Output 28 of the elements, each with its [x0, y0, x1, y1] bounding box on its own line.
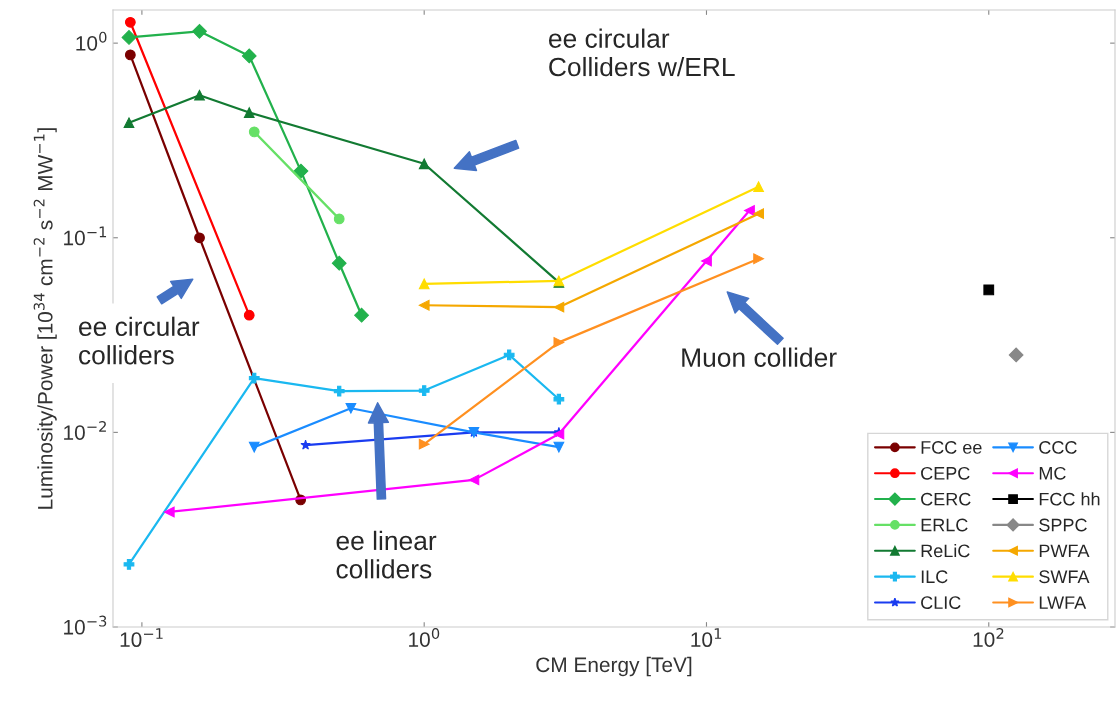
legend-label: SPPC: [1039, 518, 1087, 532]
x-tick-label: 10$^{0}$: [409, 628, 440, 647]
legend-label: FCC ee: [921, 441, 982, 454]
legend-label: CERC: [921, 492, 971, 506]
legend-label: ILC: [921, 570, 948, 584]
x-tick-label: 10$^{2}$: [973, 628, 1004, 647]
y-tick-label: 10$^{−3}$: [64, 615, 107, 635]
annotation: Muon collider: [682, 347, 837, 367]
y-tick-label: 10$^{−2}$: [64, 420, 106, 440]
legend-label: CCC: [1039, 441, 1077, 454]
legend-label: ERLC: [921, 518, 968, 532]
legend-label: CEPC: [921, 466, 970, 480]
annotation: ee circular colliders: [79, 316, 200, 365]
legend-label: CLIC: [921, 596, 961, 609]
legend-label: MC: [1039, 466, 1066, 480]
x-tick-label: 10$^{1}$: [691, 628, 722, 648]
annotation: ee circular Colliders w/ERL: [548, 28, 735, 77]
y-tick-label: 10$^{0}$: [76, 31, 107, 51]
x-axis-title: CM Energy [TeV]: [536, 656, 692, 677]
y-tick-label: 10$^{−1}$: [64, 226, 107, 246]
legend-label: FCC hh: [1039, 492, 1100, 506]
legend-label: LWFA: [1039, 596, 1087, 609]
text: Luminosity/Power [10$^{34}$ cm$^{−2}$ s$^{−2}$ MW$^{−1}$]: [33, 128, 57, 509]
legend-label: PWFA: [1039, 544, 1090, 558]
x-tick-label: 10$^{−1}$: [120, 628, 163, 648]
legend-label: SWFA: [1039, 570, 1090, 584]
legend-label: ReLiC: [921, 544, 970, 558]
annotation: ee linear colliders: [336, 530, 437, 579]
